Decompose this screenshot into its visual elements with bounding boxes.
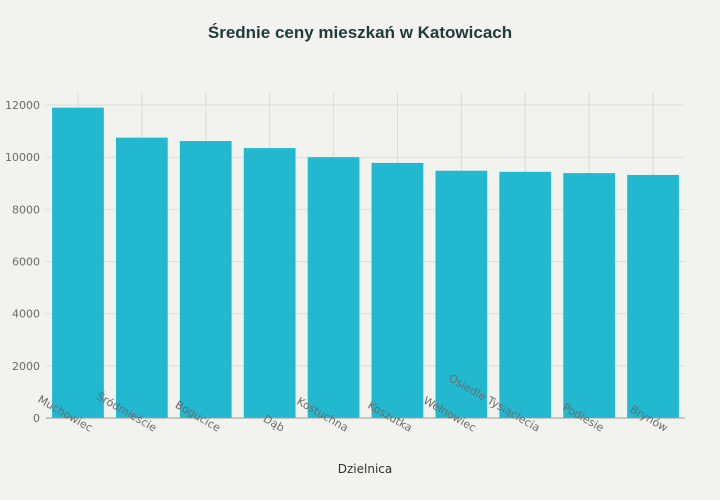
- y-tick-label: 0: [33, 412, 40, 425]
- y-axis-ticks: 0 2000 4000 6000 8000 10000 12000: [5, 99, 40, 425]
- y-tick-label: 2000: [12, 360, 40, 373]
- bar: [243, 148, 296, 418]
- y-tick-label: 8000: [12, 203, 40, 216]
- y-tick-label: 4000: [12, 308, 40, 321]
- bar: [627, 174, 679, 418]
- y-tick-label: 6000: [12, 256, 40, 269]
- bar: [435, 170, 488, 418]
- bar: [499, 171, 552, 418]
- y-tick-label: 10000: [5, 151, 40, 164]
- bar: [179, 141, 232, 418]
- bar: [563, 173, 616, 418]
- y-tick-label: 12000: [5, 99, 40, 112]
- chart-title: Średnie ceny mieszkań w Katowicach: [208, 23, 512, 42]
- bar: [371, 162, 424, 418]
- bar: [52, 107, 104, 418]
- bar: [307, 157, 360, 418]
- bars: [46, 107, 685, 419]
- x-axis-label: Dzielnica: [338, 462, 392, 476]
- bar: [115, 137, 168, 418]
